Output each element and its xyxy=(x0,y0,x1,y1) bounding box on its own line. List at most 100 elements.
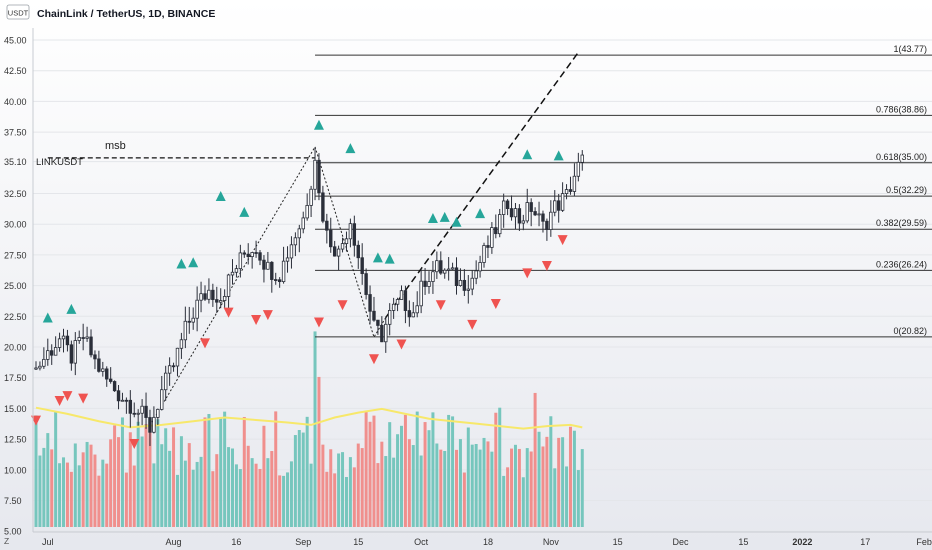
volume-bar xyxy=(227,447,231,527)
volume-bar xyxy=(466,427,470,527)
fib-label: 1(43.77) xyxy=(893,44,927,54)
candle-body xyxy=(156,408,160,418)
volume-bar xyxy=(380,441,384,527)
candle-body xyxy=(545,220,549,230)
volume-bar xyxy=(58,463,62,527)
marker-down xyxy=(368,354,379,365)
candle-body xyxy=(246,253,250,258)
y-tick-label: 30.00 xyxy=(4,220,27,230)
candle-body xyxy=(533,211,537,216)
y-tick-label: 32.50 xyxy=(4,189,27,199)
marker-down xyxy=(54,396,65,407)
volume-bar xyxy=(396,434,400,527)
marker-up xyxy=(239,206,250,217)
volume-bar xyxy=(313,331,317,527)
candle-body xyxy=(564,189,569,194)
candle-body xyxy=(340,243,345,250)
volume-bar xyxy=(533,392,537,527)
volume-bar xyxy=(435,443,439,527)
volume-bar xyxy=(356,443,360,527)
candle-body xyxy=(556,200,561,211)
symbol-badge xyxy=(6,4,30,20)
y-tick-label: 17.50 xyxy=(4,373,27,383)
candle-body xyxy=(505,200,510,209)
marker-down xyxy=(467,319,478,330)
candle-body xyxy=(580,154,584,163)
candle-body xyxy=(344,238,349,244)
msb-label: msb xyxy=(105,140,126,152)
candle-body xyxy=(222,296,227,301)
candle-body xyxy=(517,208,522,224)
volume-bar xyxy=(325,471,329,527)
candle-body xyxy=(211,289,215,300)
candle-body xyxy=(443,269,447,274)
candle-body xyxy=(474,270,478,279)
y-tick-label: 37.50 xyxy=(4,128,27,138)
y-tick-label: 42.50 xyxy=(4,66,27,76)
volume-bar xyxy=(384,456,388,527)
volume-bar xyxy=(282,475,286,527)
candle-body xyxy=(187,320,191,323)
volume-bar xyxy=(270,451,274,527)
candle-body xyxy=(419,280,423,307)
volume-bar xyxy=(46,433,50,527)
volume-bar xyxy=(250,458,254,527)
volume-bar xyxy=(65,462,69,527)
volume-bar xyxy=(403,414,407,527)
volume-bars xyxy=(34,331,584,527)
volume-bar xyxy=(62,457,66,527)
candle-body xyxy=(376,319,380,326)
candle-body xyxy=(266,261,270,270)
candle-body xyxy=(553,200,557,213)
volume-bar xyxy=(219,417,223,527)
x-tick-label: Oct xyxy=(414,537,429,547)
zigzag-dotted xyxy=(149,145,387,426)
volume-bar xyxy=(168,450,172,527)
candle-body xyxy=(313,159,317,190)
candle-body xyxy=(97,358,101,372)
volume-bar xyxy=(486,441,490,527)
candle-body xyxy=(101,368,105,372)
volume-bar xyxy=(274,411,278,527)
candle-body xyxy=(262,259,266,270)
candle-body xyxy=(254,252,258,254)
candle-body xyxy=(329,229,333,248)
pattern-lines xyxy=(47,51,579,426)
volume-bar xyxy=(187,443,191,527)
volume-bar xyxy=(152,463,156,527)
volume-bar xyxy=(242,417,246,527)
candle-body xyxy=(478,262,482,272)
candle-body xyxy=(136,412,140,415)
volume-bar xyxy=(89,444,93,527)
candle-body xyxy=(289,244,294,259)
y-tick-label: 20.00 xyxy=(4,343,27,353)
candle-body xyxy=(124,399,129,402)
candle-body xyxy=(77,337,81,341)
candle-body xyxy=(199,293,203,301)
volume-bar xyxy=(474,443,478,527)
marker-up xyxy=(176,258,187,269)
volume-bar xyxy=(144,424,148,527)
candle-body xyxy=(494,227,498,235)
candle-body xyxy=(120,399,125,402)
volume-bar xyxy=(321,444,325,527)
y-tick-label: 40.00 xyxy=(4,97,27,107)
candle-body xyxy=(230,271,235,276)
volume-bar xyxy=(234,464,238,527)
x-tick-label: Feb xyxy=(916,537,932,547)
chart-title: ChainLink / TetherUS, 1D, BINANCE xyxy=(37,8,215,20)
volume-bar xyxy=(372,415,376,527)
fib-levels: 1(43.77) 0.786(38.86) 0.618(35.00) 0.5(32.2… xyxy=(315,44,932,338)
y-tick-label: 35.10 xyxy=(4,157,27,167)
candle-body xyxy=(435,260,439,273)
candle-body xyxy=(348,223,353,240)
marker-up xyxy=(439,211,450,222)
volume-bar xyxy=(215,454,219,527)
candle-body xyxy=(560,193,565,211)
volume-bar xyxy=(258,468,262,527)
candle-body xyxy=(108,378,113,382)
volume-bar xyxy=(172,427,176,527)
y-tick-label: 15.00 xyxy=(4,404,27,414)
volume-bar xyxy=(293,435,297,527)
